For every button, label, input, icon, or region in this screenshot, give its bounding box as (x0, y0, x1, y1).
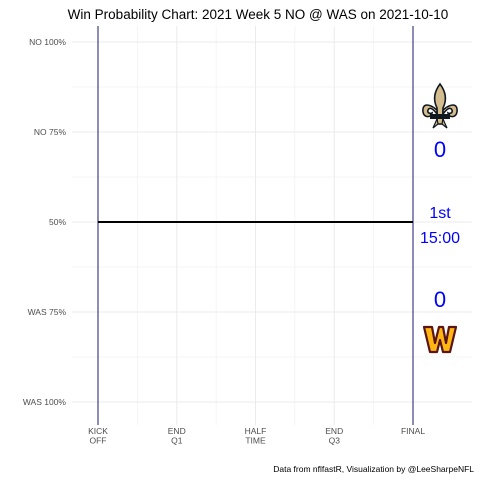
chart-title: Win Probability Chart: 2021 Week 5 NO @ … (68, 7, 449, 22)
game-clock: 15:00 (420, 230, 460, 247)
chart-caption: Data from nflfastR, Visualization by @Le… (273, 464, 474, 474)
x-tick-label-line: Q1 (171, 436, 183, 446)
x-tick-label-line: OFF (90, 436, 107, 446)
y-tick-label: WAS 75% (28, 307, 67, 317)
washington-w-logo (422, 325, 458, 354)
x-tick-label-line: Q3 (329, 436, 341, 446)
y-tick-label: 50% (49, 217, 66, 227)
x-tick-label: KICK OFF (88, 426, 108, 446)
x-tick-label-line: END (325, 426, 343, 436)
x-tick-label: FINAL (401, 426, 425, 436)
y-axis-tick-labels: NO 100% NO 75% 50% WAS 75% WAS 100% (23, 37, 67, 407)
x-tick-label-line: HALF (245, 426, 267, 436)
x-tick-label-line: KICK (88, 426, 108, 436)
away-score: 0 (434, 137, 446, 162)
y-tick-label: WAS 100% (23, 397, 67, 407)
x-tick-label-line: TIME (245, 436, 266, 446)
gridlines (72, 26, 472, 425)
x-tick-label: HALF TIME (245, 426, 267, 446)
x-tick-label-line: FINAL (401, 426, 425, 436)
x-tick-label-line: END (168, 426, 186, 436)
y-tick-label: NO 75% (34, 127, 67, 137)
x-tick-label: END Q1 (168, 426, 186, 446)
home-score: 0 (434, 287, 446, 312)
quarter-label: 1st (429, 205, 451, 222)
x-tick-label: END Q3 (325, 426, 343, 446)
y-tick-label: NO 100% (29, 37, 66, 47)
saints-fleur-de-lis-logo (422, 82, 458, 129)
